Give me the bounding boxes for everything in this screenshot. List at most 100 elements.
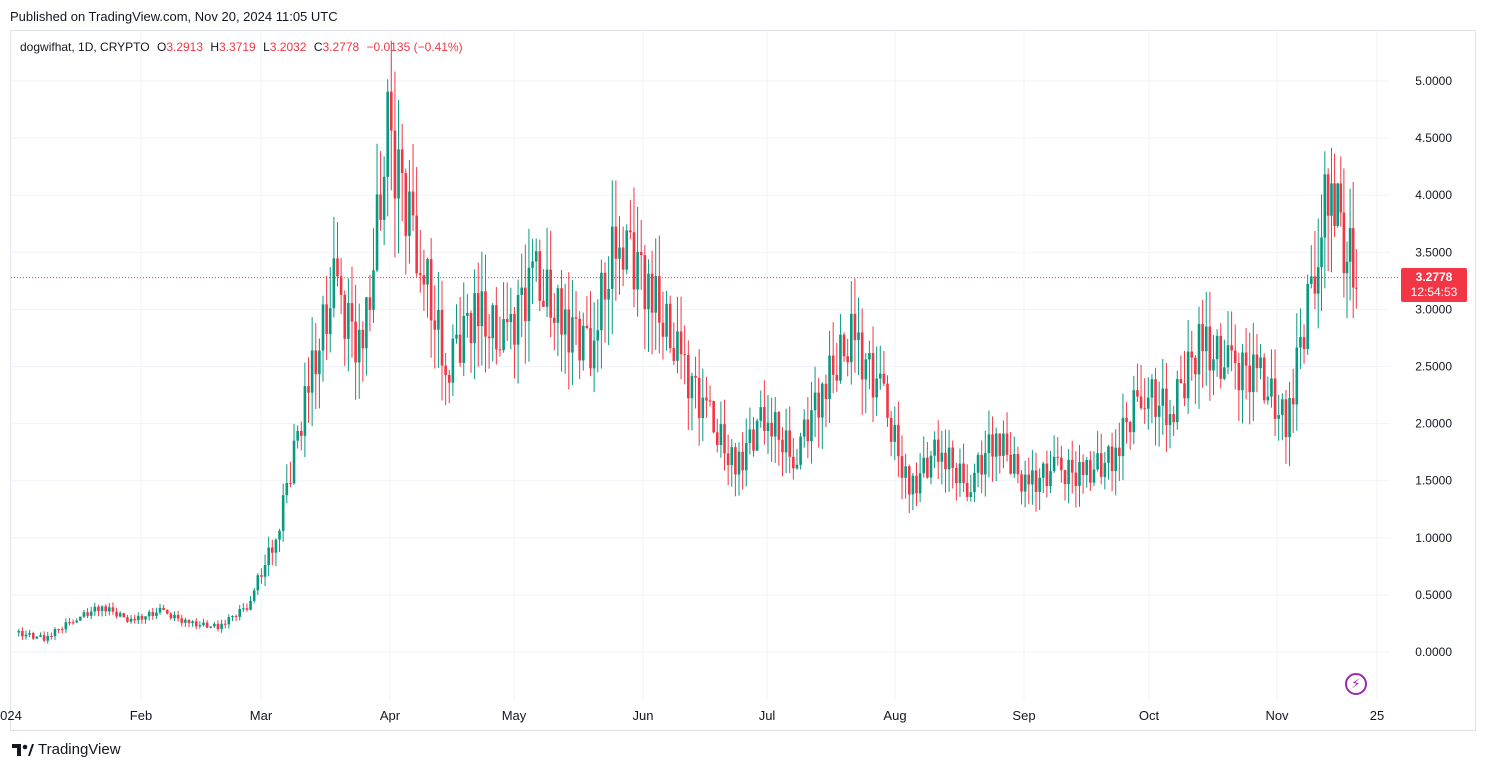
y-tick-label: 3.5000 — [1415, 245, 1452, 259]
y-tick-label: 4.5000 — [1415, 131, 1452, 145]
candle-body — [393, 130, 397, 199]
candle-body — [1041, 463, 1045, 478]
candle-body — [936, 439, 940, 462]
candle-body — [1009, 454, 1012, 474]
candle-body — [469, 312, 473, 344]
y-tick-label: 5.0000 — [1415, 74, 1452, 88]
y-tick-label: 1.5000 — [1415, 474, 1452, 488]
candle-body — [719, 424, 723, 446]
candle-body — [502, 319, 505, 351]
candle-body — [607, 288, 610, 300]
candle-body — [357, 329, 361, 363]
candle-body — [151, 612, 155, 616]
candle-body — [962, 463, 965, 483]
candle-body — [723, 424, 726, 454]
candle-body — [321, 304, 325, 351]
candle-body — [213, 623, 216, 627]
candle-body — [158, 607, 162, 613]
candle-body — [563, 309, 567, 335]
candle-body — [375, 194, 379, 271]
candle-body — [343, 294, 347, 339]
candle-body — [1284, 399, 1288, 438]
candle-body — [831, 355, 835, 375]
candle-body — [882, 373, 886, 384]
candle-body — [299, 430, 303, 436]
candle-body — [683, 354, 686, 356]
candle-body — [126, 617, 129, 622]
candle-body — [350, 303, 354, 322]
candle-body — [1168, 413, 1172, 426]
candle-body — [592, 340, 596, 369]
candle-body — [1190, 351, 1194, 358]
x-tick-label: Apr — [380, 708, 401, 723]
candle-body — [1320, 237, 1323, 268]
candle-body — [853, 313, 857, 341]
candle-body — [980, 454, 983, 475]
open-value: 3.2913 — [166, 40, 204, 54]
change-value: −0.0135 (−0.41%) — [366, 40, 463, 54]
candle-body — [1016, 454, 1020, 475]
candle-body — [411, 191, 415, 216]
candle-body — [451, 338, 455, 383]
candle-body — [730, 447, 734, 466]
candle-body — [1034, 470, 1038, 492]
candle-body — [889, 417, 893, 442]
candle-body — [708, 400, 712, 402]
x-tick-label: Nov — [1265, 708, 1289, 723]
symbol-label[interactable]: dogwifhat, 1D, CRYPTO — [20, 40, 150, 54]
candle-body — [368, 297, 372, 310]
candle-body — [618, 247, 621, 259]
candle-body — [307, 386, 310, 393]
lightning-icon[interactable]: ⚡ — [1345, 673, 1367, 695]
candle-body — [715, 432, 719, 446]
candle-body — [1255, 354, 1259, 369]
candle-body — [1103, 462, 1107, 477]
y-tick-label: 4.0000 — [1415, 188, 1452, 202]
candle-body — [484, 291, 487, 337]
candle-body — [289, 483, 292, 485]
candle-body — [1215, 335, 1219, 360]
candle-body — [1125, 417, 1128, 423]
candle-body — [878, 373, 882, 379]
candle-body — [1132, 390, 1136, 433]
candle-body — [133, 618, 136, 621]
candle-body — [824, 383, 828, 400]
candle-body — [21, 630, 24, 637]
candle-body — [864, 359, 868, 380]
candle-body — [987, 434, 991, 454]
candle-body — [658, 276, 661, 323]
candle-body — [487, 336, 491, 339]
candle-body — [1330, 183, 1333, 216]
candle-body — [227, 617, 231, 625]
candle-body — [1085, 459, 1089, 475]
candle-body — [1288, 398, 1291, 438]
candle-body — [278, 530, 281, 540]
candle-body — [1074, 472, 1078, 487]
candle-body — [839, 334, 842, 381]
candle-body — [140, 616, 144, 620]
candle-body — [1027, 474, 1031, 485]
candle-body — [444, 365, 447, 375]
y-tick-label: 2.0000 — [1415, 417, 1452, 431]
footer-brand[interactable]: TradingView — [12, 741, 121, 758]
candle-body — [365, 297, 368, 349]
x-tick-label: Feb — [130, 708, 152, 723]
candle-body — [860, 332, 864, 380]
candle-body — [108, 607, 111, 612]
candle-body — [495, 305, 498, 350]
candle-body — [1306, 283, 1309, 350]
candle-body — [915, 475, 918, 494]
candle-body — [426, 259, 429, 285]
candle-body — [849, 313, 853, 363]
candle-body — [1154, 379, 1157, 417]
candle-body — [53, 629, 57, 637]
candle-body — [639, 252, 643, 256]
candle-body — [1299, 337, 1302, 348]
candle-body — [1150, 379, 1154, 398]
candle-body — [516, 295, 520, 345]
candle-body — [220, 623, 223, 630]
candle-body — [1186, 351, 1190, 399]
candle-body — [234, 616, 238, 618]
candle-body — [1099, 453, 1103, 477]
